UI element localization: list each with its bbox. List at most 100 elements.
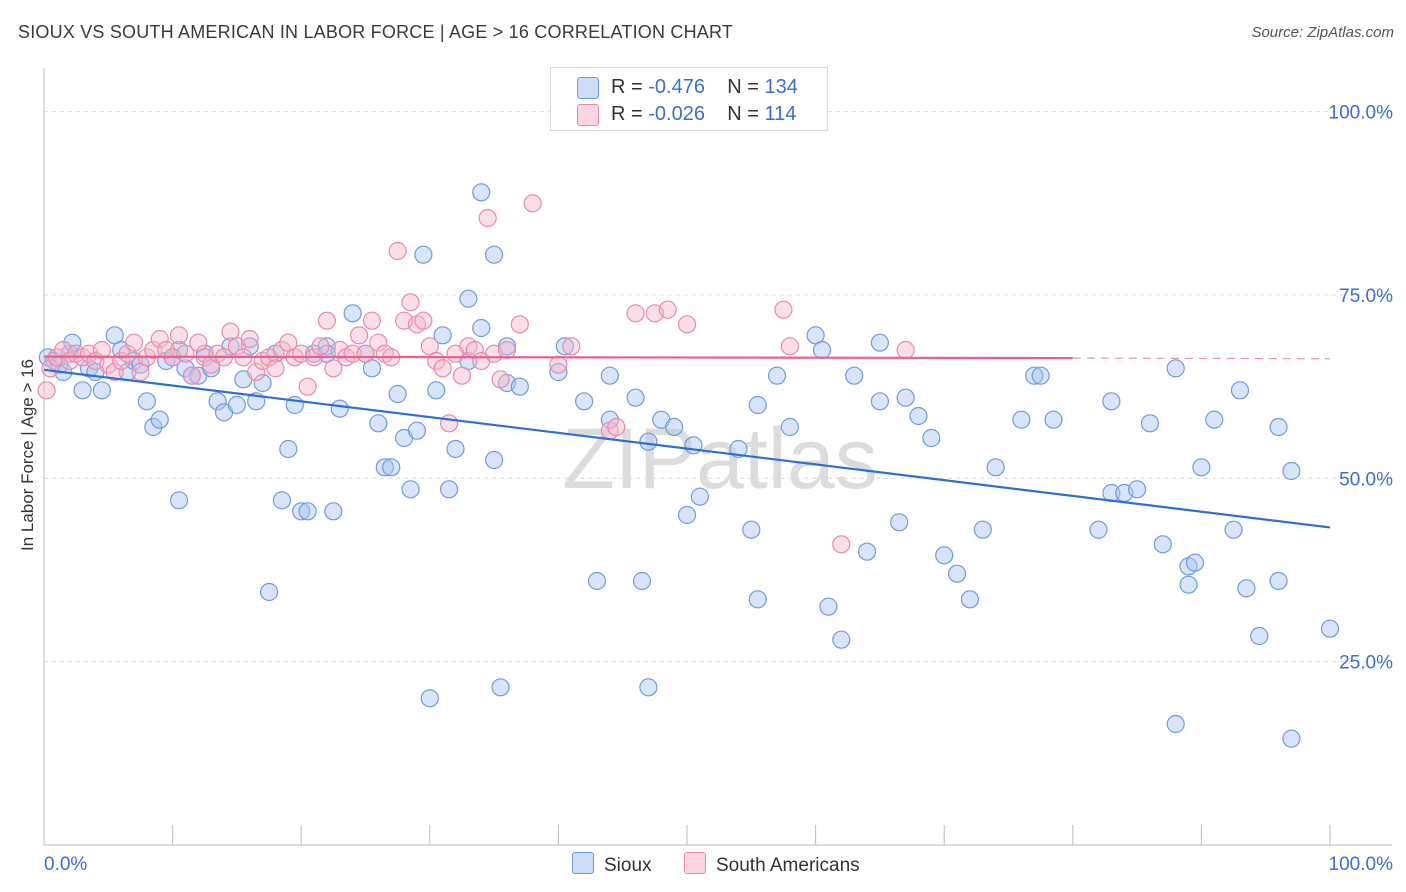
sioux-point: [259, 582, 279, 602]
south-american-point: [362, 311, 382, 330]
sioux-point: [343, 304, 362, 323]
legend-n-label: N =: [727, 76, 759, 98]
sioux-point: [819, 597, 838, 616]
sioux-point: [1205, 410, 1224, 429]
sioux-point: [491, 678, 510, 697]
south-american-point: [497, 340, 517, 360]
sioux-point: [986, 458, 1005, 477]
south-american-point: [157, 340, 176, 360]
sioux-point: [549, 362, 568, 382]
sioux-point: [639, 432, 658, 451]
sioux-point: [1230, 381, 1250, 400]
bottom-legend-swatch-south-americans: [684, 852, 706, 874]
south-american-point: [105, 362, 124, 382]
bottom-legend-south-americans: South Americans: [684, 852, 860, 877]
sioux-point: [1025, 366, 1044, 385]
sioux-point: [150, 410, 169, 429]
sioux-point: [510, 377, 529, 396]
sioux-point: [812, 340, 832, 360]
south-american-point: [780, 337, 799, 356]
source-label: Source: ZipAtlas.com: [1251, 24, 1394, 41]
sioux-point: [1166, 714, 1185, 734]
south-american-point: [124, 333, 144, 352]
sioux-point: [922, 428, 941, 448]
south-american-point: [182, 366, 201, 385]
sioux-point: [909, 406, 928, 426]
south-american-point: [465, 340, 484, 360]
sioux-point: [677, 505, 697, 525]
legend-r-value: -0.026: [648, 103, 705, 125]
sioux-point: [973, 520, 992, 539]
sioux-point: [485, 450, 504, 470]
south-american-point: [118, 344, 137, 363]
legend-r-label: R =: [611, 76, 643, 98]
sioux-point: [272, 491, 292, 510]
sioux-point: [446, 439, 465, 459]
south-american-point: [523, 194, 542, 213]
sioux-point: [73, 381, 92, 400]
sioux-point: [420, 689, 439, 708]
legend-n-value: 114: [764, 103, 797, 125]
sioux-point: [870, 333, 890, 352]
south-american-point: [150, 329, 169, 349]
sioux-point: [1185, 553, 1205, 572]
sioux-point: [1102, 392, 1121, 411]
sioux-point: [960, 590, 980, 609]
sioux-point: [857, 542, 877, 561]
sioux-point: [896, 388, 915, 407]
legend-r-label: R =: [611, 103, 643, 125]
sioux-point: [324, 502, 343, 521]
sioux-point: [665, 417, 684, 437]
sioux-point: [1269, 417, 1288, 437]
sioux-point: [137, 392, 156, 411]
axes: [43, 68, 1392, 846]
y-tick-label: 25.0%: [1339, 653, 1393, 674]
legend-n-label: N =: [727, 103, 759, 125]
sioux-point: [472, 183, 491, 202]
sioux-point: [690, 487, 709, 506]
legend-n-value: 134: [764, 76, 798, 98]
sioux-point: [1320, 619, 1340, 638]
south-american-point: [549, 355, 568, 374]
y-tick-label: 50.0%: [1339, 469, 1393, 490]
south-american-point: [478, 208, 497, 228]
legend-swatch-south-americans: [577, 104, 599, 126]
sioux-point: [169, 491, 189, 510]
sioux-point: [1179, 575, 1198, 594]
south-american-point: [41, 359, 60, 378]
sioux-point: [947, 564, 967, 583]
south-american-point: [832, 535, 851, 554]
sioux-trend-line: [43, 368, 1331, 529]
south-american-point: [658, 300, 677, 319]
sioux-point: [92, 381, 111, 400]
sioux-point: [870, 392, 890, 411]
sioux-point: [240, 337, 259, 356]
south-american-point: [414, 311, 433, 330]
south-american-point: [324, 359, 343, 378]
legend-swatch-sioux: [577, 77, 599, 99]
sioux-point: [292, 502, 311, 521]
sioux-point: [433, 326, 452, 345]
sioux-point: [587, 571, 607, 591]
sioux-point: [439, 480, 459, 499]
sioux-point: [555, 337, 574, 356]
sioux-point: [1282, 729, 1301, 748]
south-american-point: [677, 315, 697, 334]
sioux-point: [1153, 535, 1172, 554]
sioux-point: [600, 366, 619, 385]
legend-box: R = -0.476 N = 134 R = -0.026 N = 114: [550, 67, 828, 131]
legend-r-value: -0.476: [648, 76, 705, 98]
chart-title: SIOUX VS SOUTH AMERICAN IN LABOR FORCE |…: [18, 22, 734, 42]
south-american-point: [369, 333, 388, 352]
sioux-point: [1269, 571, 1288, 591]
x-tick-label: 0.0%: [44, 854, 87, 875]
south-american-point: [626, 304, 645, 323]
sioux-point: [279, 439, 298, 459]
sioux-point: [1282, 461, 1301, 481]
south-american-point: [562, 337, 581, 356]
south-american-point: [169, 326, 189, 345]
sioux-point: [832, 630, 851, 649]
sioux-point: [375, 458, 394, 477]
south-american-point: [433, 359, 452, 378]
